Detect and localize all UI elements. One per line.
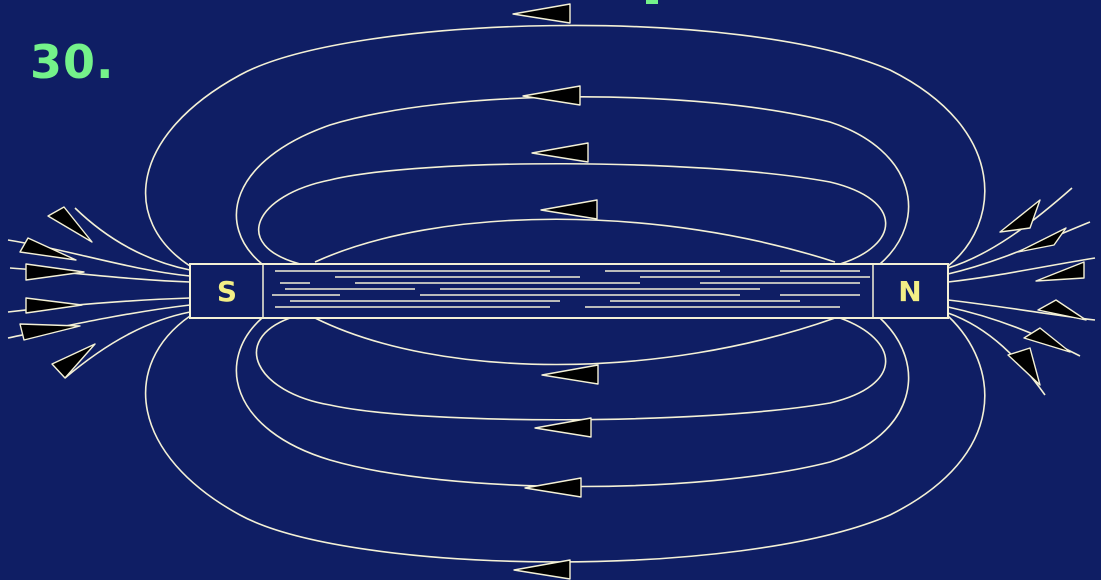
field-line-lower-4 <box>145 315 986 563</box>
south-pole-label: S <box>217 275 237 308</box>
field-line-upper-1 <box>314 218 836 263</box>
magnet-stripes <box>272 270 870 308</box>
fan-line-left-1 <box>74 207 191 271</box>
arrow-left-fan-2 <box>19 237 77 261</box>
arrow-left-fan-1 <box>47 206 93 243</box>
arrow-left-fan-6 <box>51 343 96 379</box>
field-line-lower-1 <box>314 317 836 366</box>
arrow-left-fan-4 <box>25 297 83 314</box>
arrow-right-fan-1 <box>999 199 1041 233</box>
arrow-right-fan-4 <box>1037 299 1087 321</box>
arrow-right-fan-6 <box>1007 347 1041 386</box>
arrow-upper-2 <box>531 142 589 163</box>
field-line-upper-4 <box>145 24 986 267</box>
title-fragment <box>646 0 658 4</box>
arrow-left-fan-5 <box>19 323 81 341</box>
arrow-left-fan-3 <box>25 263 85 281</box>
field-line-upper-2 <box>257 162 887 265</box>
field-line-lower-3 <box>235 317 910 488</box>
arrow-lower-3 <box>524 477 582 498</box>
arrow-lower-2 <box>534 417 592 438</box>
arrow-lower-1 <box>541 364 599 385</box>
fan-line-left-6 <box>64 311 191 379</box>
slide-number: 30. <box>30 35 115 89</box>
north-pole-label: N <box>898 275 921 308</box>
arrow-right-fan-2 <box>1017 227 1067 253</box>
arrow-lower-4 <box>513 559 571 580</box>
fan-line-right-1 <box>947 187 1073 269</box>
arrow-upper-1 <box>540 199 598 220</box>
arrow-right-fan-3 <box>1035 261 1085 282</box>
arrow-right-fan-5 <box>1023 327 1071 353</box>
field-line-upper-3 <box>235 96 910 265</box>
bar-magnet: S N <box>189 263 949 319</box>
field-line-lower-2 <box>255 317 887 421</box>
magnet-body <box>189 263 949 319</box>
fan-line-right-3 <box>947 257 1096 283</box>
fan-line-right-6 <box>947 312 1046 396</box>
arrow-upper-4 <box>512 3 571 24</box>
arrow-upper-3 <box>522 85 581 106</box>
